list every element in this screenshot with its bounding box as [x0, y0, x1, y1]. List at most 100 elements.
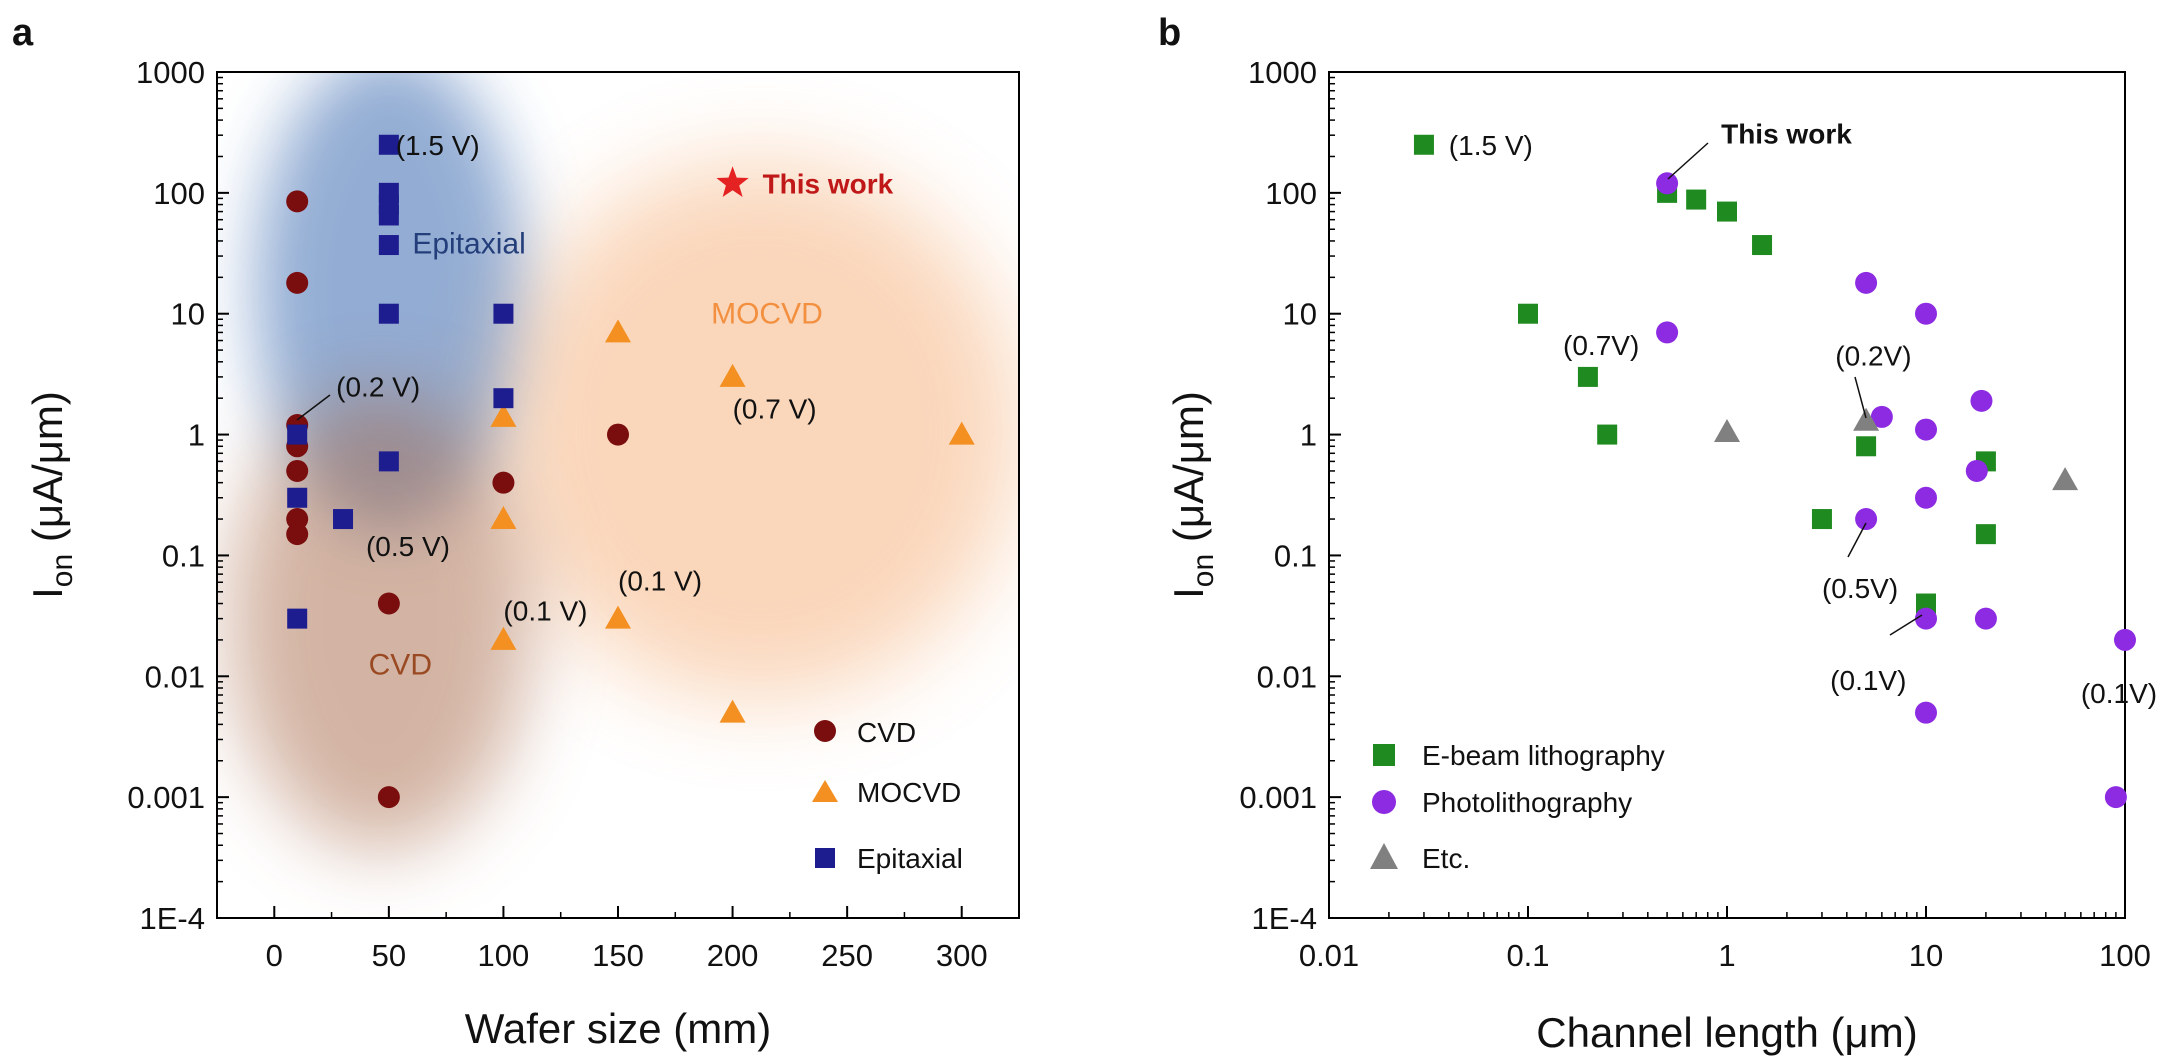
panel-a-x-axis-title: Wafer size (mm)	[465, 1005, 771, 1052]
panel-b-y-title-main: I	[1165, 587, 1212, 599]
data-point-e-beam-lithography	[1717, 201, 1737, 222]
x-tick-label: 50	[372, 938, 406, 973]
legend-marker-ebeam	[1373, 744, 1395, 766]
data-point-mocvd	[719, 363, 746, 387]
voltage-annotation: (0.2V)	[1835, 341, 1911, 372]
voltage-annotation: (0.1V)	[2081, 678, 2157, 709]
data-point-cvd	[607, 423, 629, 446]
data-point-cvd	[286, 459, 309, 482]
mocvd-region-blob	[500, 160, 1019, 700]
voltage-annotation: (0.7V)	[1563, 330, 1639, 361]
x-tick-label: 150	[592, 938, 644, 973]
panel-b-x-axis-title: Channel length (μm)	[1536, 1009, 1917, 1056]
y-tick-label: 0.01	[1257, 659, 1317, 694]
data-point-photolithography	[1656, 321, 1679, 344]
data-point-mocvd	[490, 403, 517, 427]
voltage-annotation: (0.5 V)	[366, 531, 450, 562]
x-tick-label: 100	[478, 938, 530, 973]
legend-marker-photo	[1372, 790, 1396, 814]
data-point-epitaxial	[378, 451, 399, 472]
leader-line-0-2v	[296, 394, 331, 421]
data-point-mocvd	[719, 699, 746, 723]
data-point-mocvd	[490, 626, 517, 650]
y-tick-label: 10	[1283, 297, 1317, 332]
legend-label-ebeam: E-beam lithography	[1422, 740, 1665, 771]
legend-marker-mocvd	[812, 780, 838, 802]
leader-line-0-2v	[1854, 376, 1867, 419]
leader-line-this-work	[1667, 142, 1709, 180]
data-point-photolithography	[1974, 607, 1997, 630]
data-point-photolithography	[1915, 418, 1937, 441]
voltage-annotation: (0.1 V)	[618, 566, 702, 597]
panel-a-y-axis: 1E-4 0.001 0.01 0.1 1 10 100 1000	[127, 55, 229, 936]
data-point-photolithography	[1965, 459, 1988, 482]
data-point-cvd	[286, 523, 309, 546]
y-tick-label: 0.001	[127, 780, 205, 815]
data-point-e-beam-lithography	[1811, 509, 1832, 530]
data-point-etc	[1714, 419, 1740, 443]
data-point-photolithography	[1915, 607, 1937, 630]
data-point-etc	[1853, 407, 1880, 431]
panel-b-y-axis: 1E-4 0.001 0.01 0.1 1 10 100 1000	[1239, 55, 1341, 936]
data-point-cvd	[492, 471, 515, 494]
panel-a-legend: CVD MOCVD Epitaxial	[812, 717, 963, 874]
legend-label-epitaxial: Epitaxial	[857, 843, 963, 874]
panel-a-letter: a	[12, 12, 34, 54]
voltage-annotation: (0.1 V)	[503, 596, 587, 627]
panel-b-y-title-subscript: on	[1187, 554, 1220, 587]
legend-label-cvd: CVD	[857, 717, 916, 748]
data-point-mocvd	[605, 605, 631, 629]
panel-b-x-axis: 0.01 0.1 1 10 100	[1299, 906, 2151, 973]
data-point-e-beam-lithography	[1975, 524, 1996, 545]
panel-a-x-axis: 0 50 100 150 200 250 300	[266, 906, 988, 973]
data-point-e-beam-lithography	[1597, 424, 1618, 445]
legend-label-etc: Etc.	[1422, 843, 1470, 874]
data-point-cvd	[377, 786, 400, 809]
y-tick-label: 0.001	[1239, 780, 1317, 815]
leader-line-0-1v	[1889, 614, 1923, 636]
data-point-e-beam-lithography	[1916, 593, 1936, 614]
panel-b-letter: b	[1158, 12, 1181, 54]
data-point-cvd	[286, 508, 309, 531]
panel-a-y-title-main: I	[24, 587, 71, 599]
data-point-photolithography	[1915, 486, 1937, 509]
panel-b-annotations: (1.5 V) (0.7V) (0.2V) (0.5V) (0.1V) (0.1V) Thi…	[1449, 118, 2157, 709]
panel-b-legend: E-beam lithography Photolithography Etc.	[1370, 740, 1665, 874]
x-tick-label: 10	[1909, 938, 1943, 973]
y-tick-label: 100	[1265, 176, 1317, 211]
data-point-cvd	[377, 592, 400, 615]
region-label: CVD	[369, 649, 432, 682]
y-tick-label: 1E-4	[1252, 901, 1317, 936]
data-point-epitaxial	[378, 235, 399, 256]
panel-a-region-labels: Epitaxial MOCVD CVD	[369, 228, 823, 682]
data-point-photolithography	[1855, 271, 1878, 294]
data-point-epitaxial	[493, 303, 514, 324]
panel-a-annotations: (1.5 V) (0.2 V) (0.5 V) (0.1 V) (0.1 V) (0.7 …	[296, 130, 894, 627]
panel-a-points	[286, 134, 975, 809]
x-tick-label: 100	[2099, 938, 2151, 973]
data-point-photolithography	[2114, 628, 2136, 651]
data-point-photolithography	[1870, 405, 1893, 428]
x-tick-label: 0	[266, 938, 283, 973]
data-point-photolithography	[1915, 701, 1937, 724]
data-point-epitaxial	[287, 608, 308, 629]
voltage-annotation: (1.5 V)	[1449, 130, 1533, 161]
data-point-photolithography	[1855, 508, 1878, 531]
legend-label-photo: Photolithography	[1422, 787, 1632, 818]
data-point-epitaxial	[287, 487, 308, 508]
voltage-annotation: (0.7 V)	[733, 393, 817, 424]
panel-a-y-title-subscript: on	[46, 554, 79, 587]
x-tick-label: 0.1	[1506, 938, 1549, 973]
panel-b-y-axis-title: Ion (μA/μm)	[1165, 391, 1220, 599]
data-point-mocvd	[490, 506, 517, 530]
data-point-epitaxial	[287, 424, 308, 445]
y-tick-label: 1	[188, 418, 205, 453]
x-tick-label: 300	[936, 938, 988, 973]
legend-marker-epitaxial	[815, 848, 835, 868]
data-point-cvd	[286, 271, 309, 294]
y-tick-label: 100	[153, 176, 205, 211]
y-tick-label: 0.1	[1274, 538, 1317, 573]
data-point-photolithography	[1656, 172, 1679, 195]
